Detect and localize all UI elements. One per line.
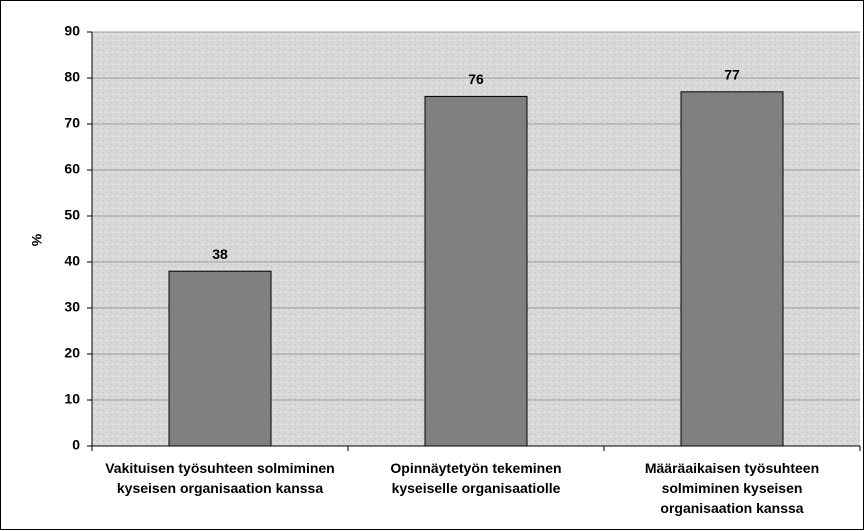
value-label: 76 [468, 71, 484, 87]
bar [168, 270, 272, 447]
y-tick-label: 10 [64, 391, 80, 407]
bar [424, 95, 528, 447]
bar [680, 91, 784, 447]
y-tick-label: 80 [64, 69, 80, 85]
value-label: 77 [724, 67, 740, 83]
x-tick-label: Vakituisen työsuhteen solmiminen kyseise… [105, 460, 335, 496]
x-tick-label: Määräaikaisen työsuhteen solmiminen kyse… [644, 460, 820, 516]
value-label: 38 [212, 246, 228, 262]
y-tick-label: 60 [64, 161, 80, 177]
y-tick-label: 50 [64, 207, 80, 223]
y-axis-label: % [29, 233, 45, 246]
y-tick-label: 0 [72, 437, 80, 453]
y-tick-label: 20 [64, 345, 80, 361]
y-tick-label: 70 [64, 115, 80, 131]
y-tick-label: 90 [64, 23, 80, 39]
y-tick-label: 30 [64, 299, 80, 315]
x-tick-label: Opinnäytetyön tekeminen kyseiselle organ… [390, 460, 562, 496]
y-tick-label: 40 [64, 253, 80, 269]
